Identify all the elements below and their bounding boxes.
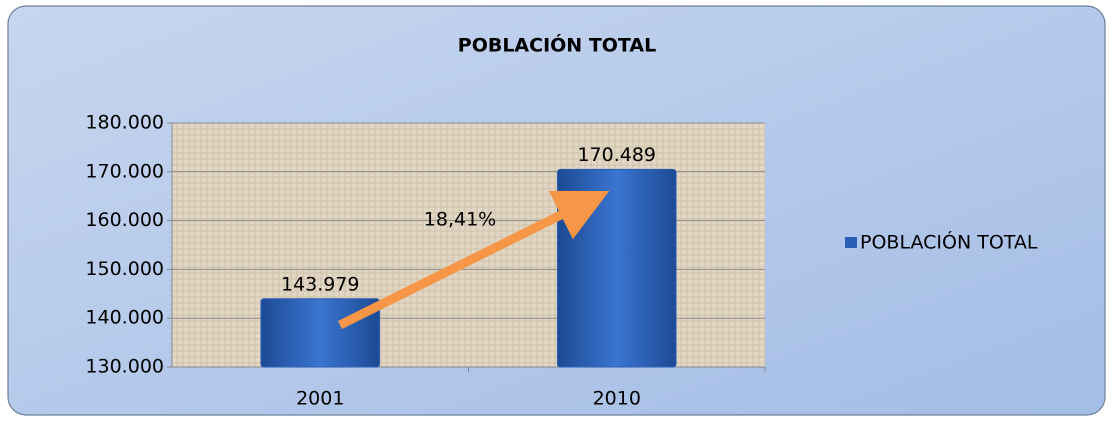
- data-label: 170.489: [577, 144, 656, 166]
- bar: [556, 168, 677, 368]
- bar: [260, 298, 381, 368]
- growth-arrow: [337, 190, 610, 330]
- y-tick-label: 150.000: [85, 258, 164, 280]
- x-tick-label: 2001: [296, 388, 344, 410]
- y-tick-label: 170.000: [85, 160, 164, 182]
- annotation: 18,41%: [424, 209, 496, 231]
- y-tick-label: 160.000: [85, 209, 164, 231]
- y-tick-label: 130.000: [85, 356, 164, 378]
- x-tick-label: 2010: [593, 388, 641, 410]
- y-tick-label: 140.000: [85, 307, 164, 329]
- data-label: 143.979: [281, 273, 360, 295]
- legend-label: POBLACIÓN TOTAL: [860, 230, 1038, 254]
- y-tick-label: 180.000: [85, 112, 164, 134]
- legend-swatch: [845, 237, 857, 248]
- chart-title: POBLACIÓN TOTAL: [458, 33, 656, 57]
